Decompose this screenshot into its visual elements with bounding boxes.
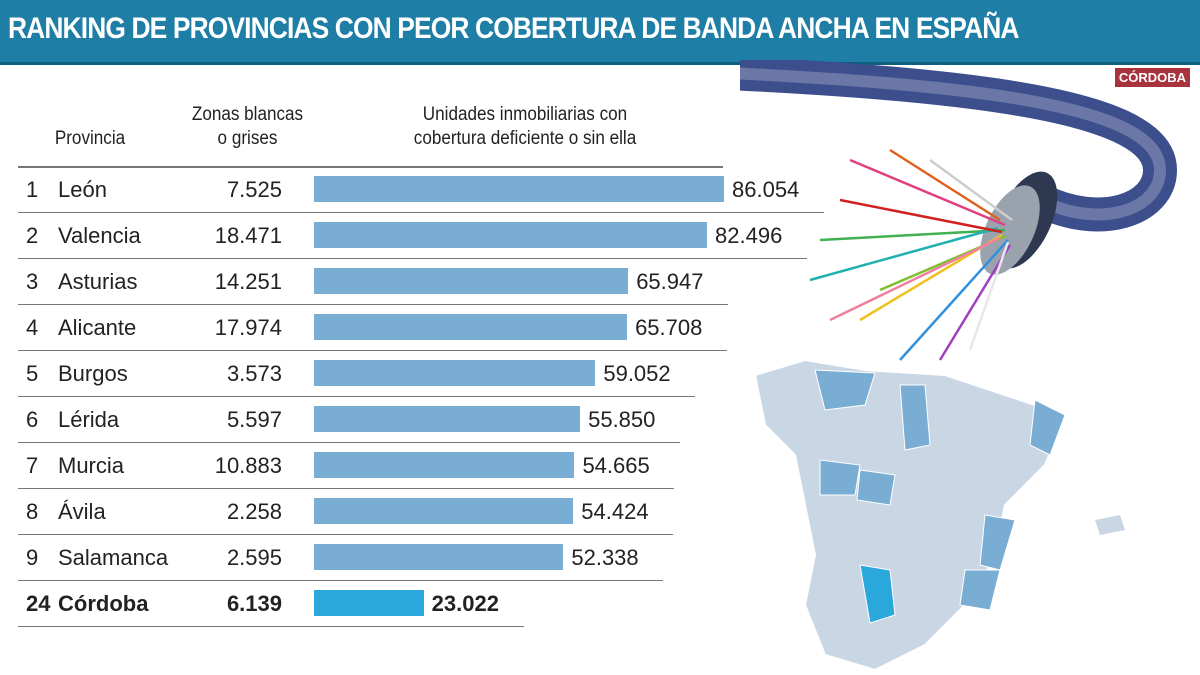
map-avila bbox=[856, 469, 896, 506]
row-rank: 5 bbox=[26, 361, 39, 386]
row-provincia: Alicante bbox=[58, 315, 137, 340]
bar-asturias bbox=[314, 268, 629, 294]
row-provincia: Salamanca bbox=[58, 545, 169, 570]
row-provincia: Burgos bbox=[58, 361, 128, 386]
bar-córdoba bbox=[314, 590, 424, 616]
row-zonas: 2.595 bbox=[226, 545, 282, 570]
row-rank: 8 bbox=[26, 499, 39, 524]
bar-value-label: 86.054 bbox=[732, 177, 800, 202]
map-alicante-murcia bbox=[959, 569, 1001, 611]
row-divider bbox=[18, 441, 681, 443]
fiber-cable-illustration bbox=[740, 60, 1178, 361]
bar-salamanca bbox=[314, 544, 564, 570]
bar-value-label: 82.496 bbox=[715, 223, 783, 248]
row-rank: 2 bbox=[26, 223, 39, 248]
row-provincia: Lérida bbox=[58, 407, 120, 432]
row-zonas: 2.258 bbox=[226, 499, 282, 524]
row-zonas: 5.597 bbox=[226, 407, 282, 432]
row-rank: 6 bbox=[26, 407, 39, 432]
row-zonas: 10.883 bbox=[214, 453, 282, 478]
row-rank: 1 bbox=[26, 177, 39, 202]
row-divider bbox=[18, 533, 674, 535]
row-rank: 24 bbox=[26, 591, 51, 616]
row-divider bbox=[18, 625, 524, 627]
bar-alicante bbox=[314, 314, 628, 340]
map-burgos bbox=[899, 384, 931, 451]
row-rank: 4 bbox=[26, 315, 39, 340]
bar-valencia bbox=[314, 222, 708, 248]
row-rank: 3 bbox=[26, 269, 39, 294]
row-zonas: 3.573 bbox=[226, 361, 282, 386]
bar-value-label: 54.665 bbox=[582, 453, 650, 478]
bar-value-label: 54.424 bbox=[581, 499, 649, 524]
map-cordoba bbox=[859, 564, 896, 624]
row-divider bbox=[18, 579, 664, 581]
header-provincia: Provincia bbox=[54, 128, 126, 149]
chart-title: RANKING DE PROVINCIAS CON PEOR COBERTURA… bbox=[8, 12, 1019, 45]
row-zonas: 17.974 bbox=[214, 315, 282, 340]
bar-value-label: 55.850 bbox=[588, 407, 656, 432]
row-provincia: Murcia bbox=[58, 453, 125, 478]
bar-value-label: 59.052 bbox=[603, 361, 671, 386]
bar-value-label: 65.708 bbox=[635, 315, 703, 340]
bar-value-label: 52.338 bbox=[571, 545, 639, 570]
bar-value-label: 23.022 bbox=[431, 591, 499, 616]
bar-ávila bbox=[314, 498, 574, 524]
row-zonas: 14.251 bbox=[214, 269, 282, 294]
row-zonas: 6.139 bbox=[226, 591, 282, 616]
bar-murcia bbox=[314, 452, 575, 478]
row-provincia: Córdoba bbox=[58, 591, 149, 616]
bar-león bbox=[314, 176, 724, 202]
bar-value-label: 65.947 bbox=[636, 269, 704, 294]
row-rank: 9 bbox=[26, 545, 39, 570]
header-zonas: Zonas blancas o grises bbox=[191, 104, 304, 149]
row-zonas: 18.471 bbox=[214, 223, 282, 248]
row-provincia: León bbox=[58, 177, 107, 202]
bar-lérida bbox=[314, 406, 581, 432]
row-rank: 7 bbox=[26, 453, 39, 478]
spain-map bbox=[753, 358, 1125, 672]
row-divider bbox=[18, 487, 675, 489]
map-salamanca bbox=[819, 459, 861, 496]
row-zonas: 7.525 bbox=[226, 177, 282, 202]
newspaper-logo: CÓRDOBA bbox=[1114, 68, 1190, 87]
header-unidades: Unidades inmobiliarias con cobertura def… bbox=[413, 104, 637, 149]
row-provincia: Valencia bbox=[58, 223, 141, 248]
row-divider bbox=[18, 303, 729, 305]
title-bar: RANKING DE PROVINCIAS CON PEOR COBERTURA… bbox=[0, 0, 1200, 65]
row-provincia: Asturias bbox=[58, 269, 138, 294]
header-divider bbox=[18, 166, 723, 168]
row-divider bbox=[18, 211, 824, 213]
bar-burgos bbox=[314, 360, 596, 386]
row-divider bbox=[18, 257, 808, 259]
row-provincia: Ávila bbox=[58, 499, 106, 524]
map-lerida bbox=[1029, 399, 1066, 456]
row-divider bbox=[18, 395, 696, 397]
map-asturias-leon bbox=[814, 369, 876, 411]
row-divider bbox=[18, 349, 728, 351]
map-baleares bbox=[1095, 515, 1125, 535]
map-valencia bbox=[979, 514, 1016, 571]
